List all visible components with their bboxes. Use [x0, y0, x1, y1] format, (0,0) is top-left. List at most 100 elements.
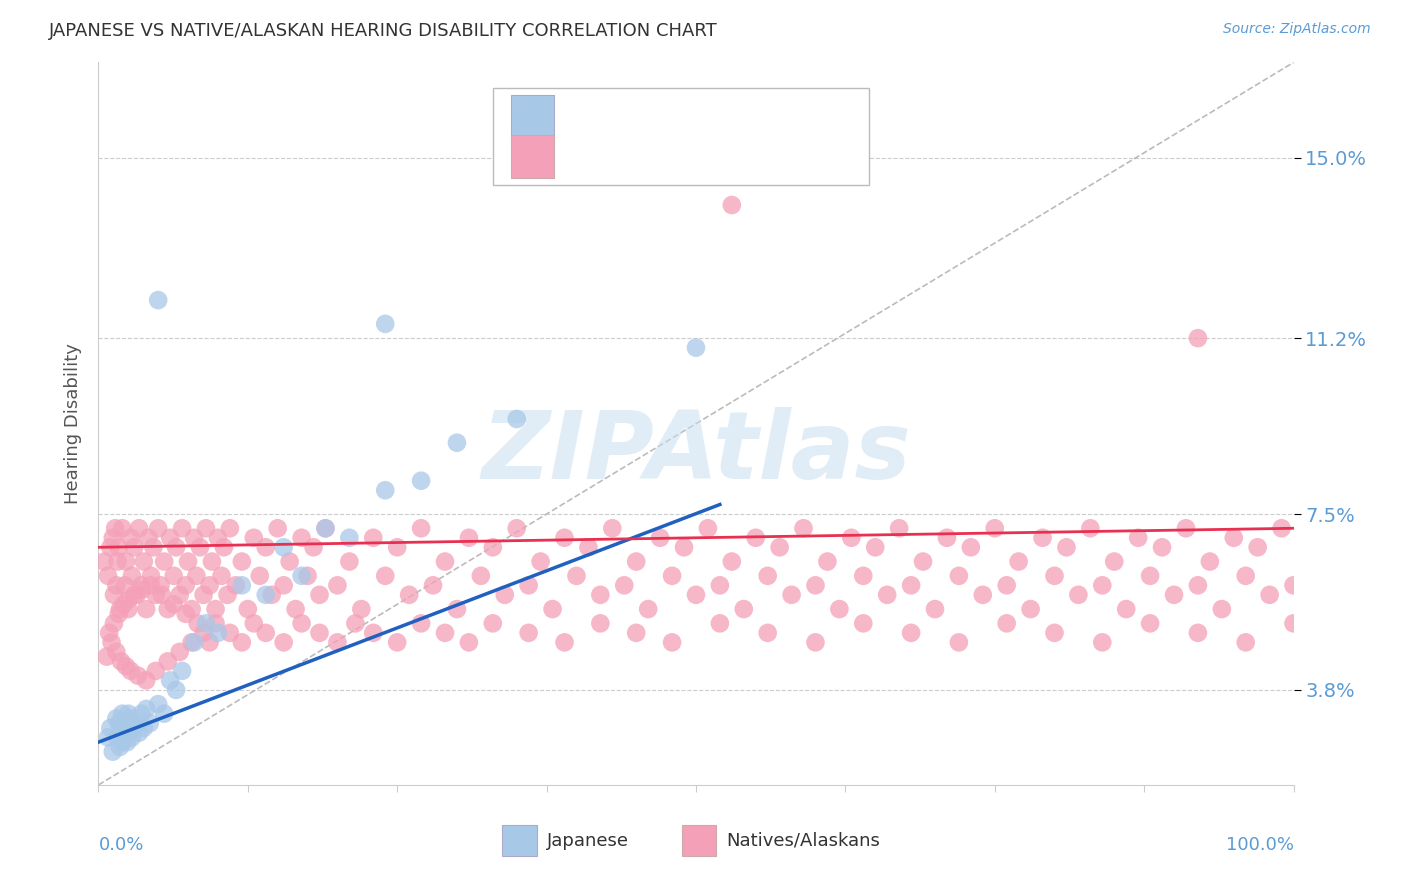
Point [124, 721, 146, 735]
Point [156, 602, 179, 616]
Point [1091, 635, 1114, 649]
Point [411, 616, 433, 631]
Point [135, 702, 157, 716]
Point [159, 531, 181, 545]
Point [193, 588, 215, 602]
Point [115, 716, 138, 731]
Point [132, 721, 155, 735]
Point [458, 635, 481, 649]
Point [446, 602, 468, 616]
Point [385, 541, 409, 555]
Point [204, 616, 226, 631]
Point [1104, 555, 1126, 569]
Point [1258, 588, 1281, 602]
Point [180, 635, 202, 649]
Point [434, 625, 457, 640]
Point [1282, 578, 1305, 592]
Point [626, 625, 648, 640]
Point [128, 725, 150, 739]
Point [339, 531, 361, 545]
Point [768, 541, 790, 555]
Point [100, 635, 122, 649]
Point [114, 578, 136, 592]
Point [291, 531, 314, 545]
Point [685, 588, 707, 602]
Point [745, 531, 768, 545]
Point [756, 569, 779, 583]
Point [804, 578, 827, 592]
Point [103, 616, 125, 631]
Point [115, 555, 138, 569]
Point [326, 635, 349, 649]
Point [363, 531, 385, 545]
Point [117, 706, 139, 721]
Point [278, 555, 301, 569]
Point [97, 731, 120, 745]
Point [1056, 541, 1078, 555]
Point [249, 569, 271, 583]
Point [1187, 578, 1209, 592]
Point [995, 578, 1018, 592]
Point [1043, 569, 1066, 583]
Text: R =: R = [565, 147, 607, 166]
Point [117, 592, 139, 607]
Point [876, 588, 898, 602]
Point [494, 588, 516, 602]
Point [131, 706, 153, 721]
Point [911, 555, 934, 569]
Point [506, 412, 529, 426]
Point [149, 578, 172, 592]
Point [308, 625, 330, 640]
Point [554, 635, 576, 649]
Point [1019, 602, 1042, 616]
Point [163, 598, 186, 612]
Point [1271, 521, 1294, 535]
Point [852, 616, 875, 631]
Point [169, 588, 191, 602]
Point [1152, 541, 1174, 555]
Text: N =: N = [725, 107, 769, 126]
Text: 0.0%: 0.0% [98, 836, 143, 854]
Point [995, 616, 1018, 631]
Point [291, 616, 314, 631]
Point [841, 531, 863, 545]
Point [291, 569, 314, 583]
Point [108, 739, 131, 754]
FancyBboxPatch shape [502, 825, 537, 856]
Point [1282, 616, 1305, 631]
Point [104, 521, 127, 535]
Point [207, 625, 229, 640]
Point [411, 521, 433, 535]
Text: 44: 44 [787, 107, 815, 126]
Point [284, 602, 307, 616]
Point [815, 555, 838, 569]
Text: 100.0%: 100.0% [1226, 836, 1294, 854]
Point [673, 541, 696, 555]
Point [186, 569, 208, 583]
Point [105, 711, 128, 725]
Point [150, 588, 173, 602]
Point [107, 541, 129, 555]
Point [326, 578, 349, 592]
Point [201, 555, 224, 569]
Text: 0.363: 0.363 [621, 107, 683, 126]
Point [165, 682, 187, 697]
Point [101, 531, 124, 545]
Point [112, 721, 135, 735]
Point [458, 531, 481, 545]
Point [517, 578, 540, 592]
Point [733, 602, 755, 616]
Point [948, 635, 970, 649]
Point [793, 521, 815, 535]
Point [1175, 521, 1198, 535]
Point [93, 555, 115, 569]
Point [1139, 616, 1161, 631]
Point [153, 555, 176, 569]
Point [135, 673, 157, 688]
Point [936, 531, 959, 545]
Point [180, 602, 202, 616]
Point [589, 616, 612, 631]
Point [212, 541, 235, 555]
Point [243, 616, 266, 631]
Point [972, 588, 994, 602]
